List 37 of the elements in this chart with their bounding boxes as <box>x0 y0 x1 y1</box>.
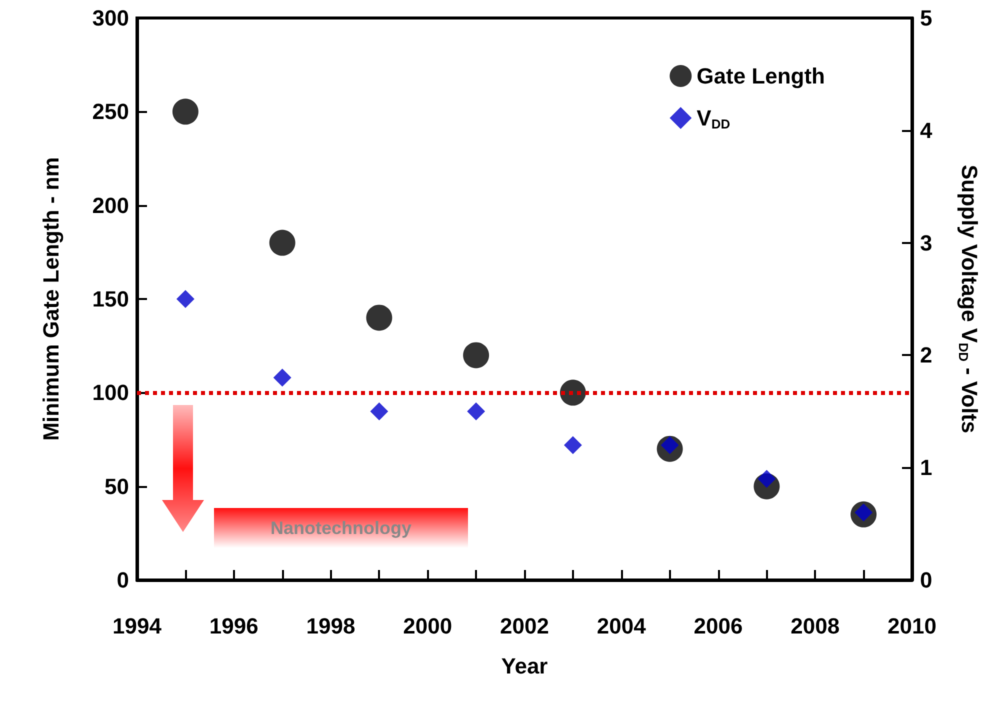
y2-tick-label: 2 <box>920 342 932 368</box>
x-tick-label: 1998 <box>306 614 356 638</box>
point <box>564 436 582 454</box>
point <box>269 230 296 256</box>
y-tick-label: 150 <box>92 286 129 312</box>
y2-tick-label: 0 <box>920 568 932 592</box>
y2-axis-title: Supply Voltage VDD - Volts <box>956 164 982 434</box>
point <box>370 402 388 420</box>
x-tick-label: 2006 <box>694 614 743 638</box>
y-tick-label: 300 <box>92 6 129 30</box>
x-tick-label: 2002 <box>500 614 549 638</box>
y2-tick-label: 3 <box>920 230 932 256</box>
x-tick-label: 2004 <box>596 614 647 638</box>
y2-tick-label: 5 <box>920 6 932 30</box>
y-tick-label: 200 <box>92 192 129 218</box>
y-tick-label: 50 <box>104 474 129 499</box>
banner: Nanotechnology <box>214 508 468 548</box>
x-tick-label: 2008 <box>790 614 840 638</box>
point <box>273 368 292 387</box>
x-axis-title: Year <box>501 654 548 678</box>
y-tick-label: 0 <box>116 568 129 592</box>
y-tick-label: 250 <box>92 99 129 124</box>
x-tick-label: 1996 <box>209 614 258 638</box>
point <box>467 402 486 420</box>
x-tick-label: 1994 <box>112 614 162 638</box>
point <box>176 290 194 308</box>
legend-label: Gate Length <box>696 64 826 88</box>
point <box>172 98 198 125</box>
point <box>463 342 490 368</box>
x-tick-label: 2010 <box>888 614 936 638</box>
x-tick-label: 2000 <box>403 614 452 638</box>
y-tick-label: 100 <box>92 380 129 406</box>
annotation: Nanotechnology <box>270 518 412 538</box>
y2-tick-label: 4 <box>920 118 933 143</box>
point <box>366 304 392 331</box>
y-axis-title: Minimum Gate Length - nm <box>38 157 64 441</box>
y2-tick-label: 1 <box>920 455 932 480</box>
